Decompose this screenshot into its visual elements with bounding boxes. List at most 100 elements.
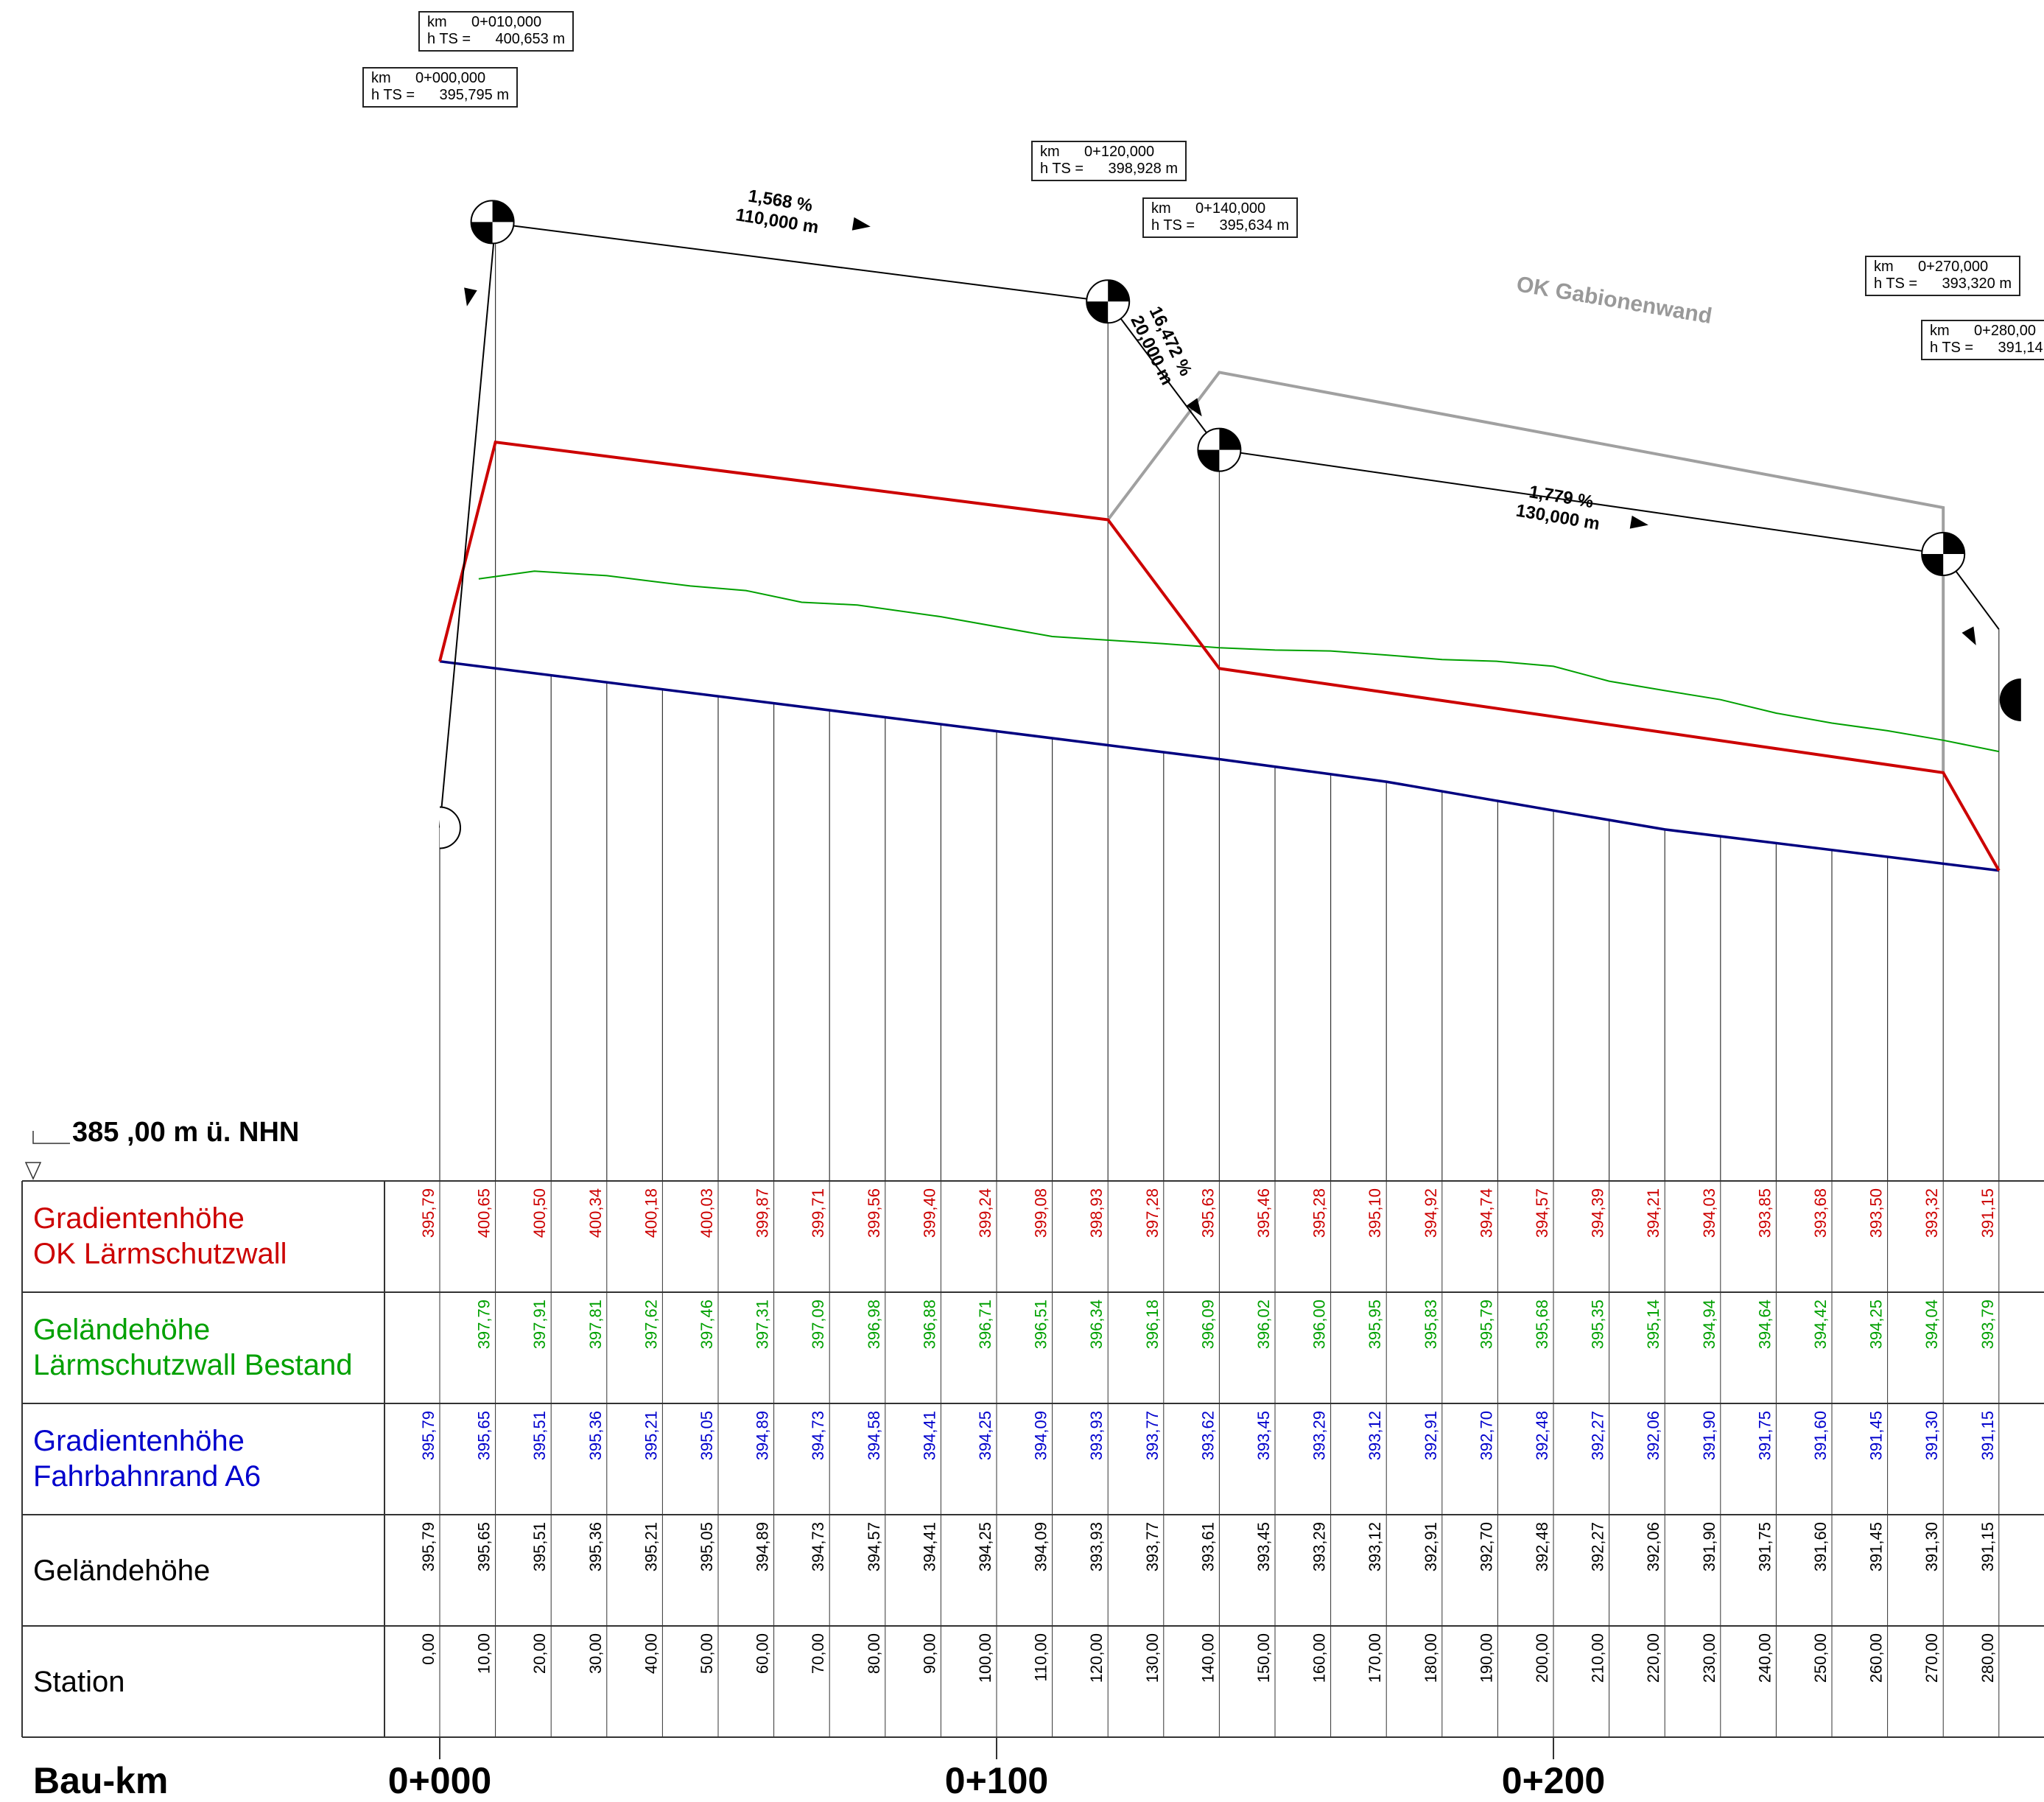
table-value: 393,12 (1366, 1411, 1384, 1460)
table-value: 400,18 (642, 1188, 660, 1238)
table-value: 392,91 (1422, 1411, 1440, 1460)
table-value: 396,98 (865, 1300, 883, 1349)
table-value: 395,65 (475, 1411, 494, 1460)
table-value: 393,62 (1198, 1411, 1217, 1460)
table-value: 394,89 (754, 1411, 772, 1460)
symbol-quadrant (1943, 533, 1964, 554)
table-value: 396,00 (1310, 1300, 1329, 1349)
table-value: 394,41 (920, 1411, 938, 1460)
table-value: 395,35 (1589, 1300, 1607, 1349)
table-value: 180,00 (1422, 1633, 1440, 1683)
table-value: 150,00 (1254, 1633, 1273, 1683)
table-value: 396,51 (1032, 1300, 1050, 1349)
table-value: 270,00 (1922, 1633, 1941, 1683)
band-label-gelaendehoehe: Geländehöhe (33, 1553, 210, 1588)
table-value: 260,00 (1867, 1633, 1886, 1683)
symbol-quadrant (471, 222, 493, 243)
km-major-label: 0+200 (1502, 1759, 1605, 1802)
table-value: 220,00 (1644, 1633, 1662, 1683)
table-value: 395,63 (1198, 1188, 1217, 1238)
table-value: 395,95 (1366, 1300, 1384, 1349)
table-value: 392,06 (1644, 1522, 1662, 1571)
table-value: 392,91 (1422, 1522, 1440, 1571)
table-value: 393,32 (1922, 1188, 1941, 1238)
table-value: 210,00 (1589, 1633, 1607, 1683)
table-value: 400,34 (586, 1188, 605, 1238)
table-value: 394,25 (1867, 1300, 1886, 1349)
symbol-quadrant (1219, 429, 1240, 450)
table-value: 395,68 (1533, 1300, 1551, 1349)
table-value: 400,65 (475, 1188, 494, 1238)
band-label-line1: Station (33, 1664, 125, 1700)
table-value: 130,00 (1143, 1633, 1162, 1683)
band-label-gradient-ok-laermschutzwall: Gradientenhöhe OK Lärmschutzwall (33, 1201, 287, 1272)
table-value: 391,15 (1978, 1411, 1997, 1460)
bau-km-label: Bau-km (33, 1759, 168, 1802)
table-value: 394,73 (809, 1522, 827, 1571)
table-value: 393,45 (1254, 1411, 1273, 1460)
table-value: 395,05 (698, 1411, 716, 1460)
arrow-head (1630, 516, 1650, 532)
table-value: 399,71 (809, 1188, 827, 1238)
km-major-label: 0+000 (388, 1759, 491, 1802)
tangent-start-line (440, 223, 496, 827)
arrow-head (1962, 626, 1981, 648)
direction-arrow (1962, 626, 1981, 648)
band-label-line1: Gradientenhöhe (33, 1423, 261, 1459)
table-value: 391,30 (1922, 1522, 1941, 1571)
table-value: 394,21 (1644, 1188, 1662, 1238)
start-point-symbol (440, 807, 460, 848)
tangent-point-symbol (1086, 280, 1129, 323)
band-label-line1: Geländehöhe (33, 1553, 210, 1588)
band-label-line2: OK Lärmschutzwall (33, 1236, 287, 1272)
symbol-quadrant (1086, 301, 1108, 323)
grade-label: 16,472 %20,000 m (1126, 304, 1195, 388)
table-value: 392,70 (1477, 1522, 1495, 1571)
table-value: 391,90 (1700, 1522, 1718, 1571)
table-value: 391,60 (1811, 1411, 1830, 1460)
tangent-point-symbol (1198, 429, 1240, 471)
table-value: 40,00 (642, 1633, 660, 1674)
table-value: 391,90 (1700, 1411, 1718, 1460)
symbol-quadrant (1198, 450, 1219, 471)
table-value: 399,08 (1032, 1188, 1050, 1238)
table-value: 394,41 (920, 1522, 938, 1571)
table-value: 395,65 (475, 1522, 494, 1571)
table-value: 394,89 (754, 1522, 772, 1571)
direction-arrow (460, 287, 477, 307)
direction-arrow (1630, 516, 1650, 532)
table-value: 70,00 (809, 1633, 827, 1674)
info-box: km 0+010,000 h TS = 400,653 m (418, 11, 574, 52)
table-value: 394,74 (1477, 1188, 1495, 1238)
table-value: 250,00 (1811, 1633, 1830, 1683)
table-value: 393,29 (1310, 1411, 1329, 1460)
table-value: 397,31 (754, 1300, 772, 1349)
table-value: 190,00 (1477, 1633, 1495, 1683)
table-value: 395,51 (530, 1411, 549, 1460)
table-value: 30,00 (586, 1633, 605, 1674)
tangent-line (496, 223, 1999, 629)
band-label-line1: Gradientenhöhe (33, 1201, 287, 1236)
table-value: 400,50 (530, 1188, 549, 1238)
table-value: 393,12 (1366, 1522, 1384, 1571)
table-value: 395,05 (698, 1522, 716, 1571)
table-value: 391,30 (1922, 1411, 1941, 1460)
table-value: 392,70 (1477, 1411, 1495, 1460)
table-value: 90,00 (920, 1633, 938, 1674)
grade-label: 1,779 %130,000 m (1514, 480, 1604, 534)
band-label-gelaende-bestand: Geländehöhe Lärmschutzwall Bestand (33, 1312, 353, 1383)
table-value: 396,02 (1254, 1300, 1273, 1349)
table-value: 393,77 (1143, 1522, 1162, 1571)
km-major-label: 0+100 (945, 1759, 1048, 1802)
table-value: 394,58 (865, 1411, 883, 1460)
table-value: 399,56 (865, 1188, 883, 1238)
table-value: 395,14 (1644, 1300, 1662, 1349)
table-value: 395,36 (586, 1522, 605, 1571)
table-value: 394,42 (1811, 1300, 1830, 1349)
table-value: 394,25 (976, 1411, 994, 1460)
table-value: 394,73 (809, 1411, 827, 1460)
table-value: 20,00 (530, 1633, 549, 1674)
band-label-line2: Lärmschutzwall Bestand (33, 1347, 353, 1383)
table-value: 397,62 (642, 1300, 660, 1349)
tangent-point-symbol (1922, 533, 1964, 575)
